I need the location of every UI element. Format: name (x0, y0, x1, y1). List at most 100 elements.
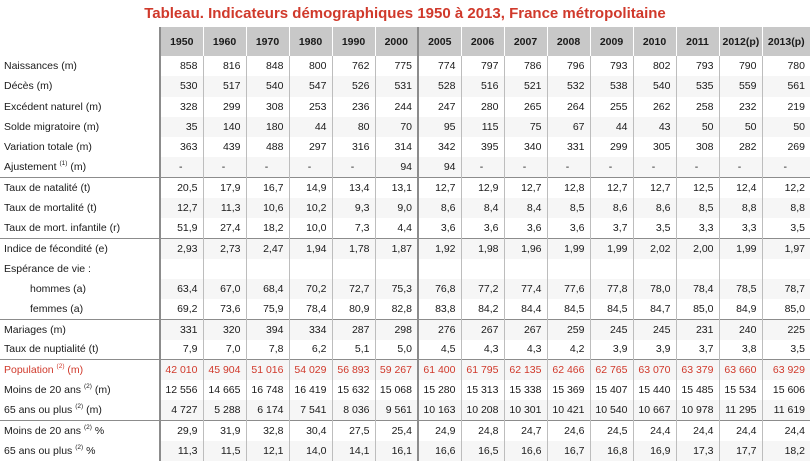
row-label: hommes (a) (0, 279, 160, 299)
data-cell: 8 036 (331, 400, 375, 421)
data-cell: 15 068 (374, 380, 418, 401)
data-cell: 5,1 (331, 339, 375, 360)
column-header: 2007 (503, 27, 547, 56)
data-cell: 780 (761, 56, 810, 77)
data-cell: 3,9 (632, 339, 676, 360)
data-cell: 9 561 (374, 400, 418, 421)
table-row: Solde migratoire (m) 35 140 180 44 80 70 95 115 7… (0, 116, 810, 137)
table-row: Moins de 20 ans (2) (m) 12 556 14 665 16 74… (0, 380, 810, 401)
data-cell: 793 (589, 56, 633, 77)
data-cell: 1,96 (503, 237, 547, 259)
data-cell: 7 541 (288, 400, 332, 421)
data-cell: - (546, 157, 590, 178)
data-cell (202, 258, 246, 279)
table-row: 65 ans ou plus (2) % 11,3 11,5 12,1 14,0 14,1… (0, 440, 810, 461)
data-cell: 24,7 (503, 419, 547, 441)
data-cell: 30,4 (288, 419, 332, 441)
data-cell: 4 727 (159, 400, 203, 421)
data-cell: 12,7 (632, 176, 676, 198)
data-cell: 63 379 (675, 359, 719, 380)
column-header: 2012(p) (718, 27, 762, 56)
data-cell: 802 (632, 56, 676, 77)
row-label-text: femmes (a) (30, 302, 84, 315)
data-cell: 63,4 (159, 278, 203, 299)
data-cell: 4,4 (374, 218, 418, 239)
data-cell: 15 534 (718, 380, 762, 401)
table-row: hommes (a) 63,4 67,0 68,4 70,2 72,7 75,3 76,8 77… (0, 278, 810, 299)
data-cell: 340 (503, 137, 547, 158)
data-cell: 334 (288, 318, 332, 340)
data-cell: 253 (288, 96, 332, 117)
data-cell: 76,8 (417, 278, 461, 299)
data-cell: 11,3 (202, 197, 246, 218)
data-cell: 94 (417, 157, 461, 178)
data-cell: 50 (675, 116, 719, 137)
data-cell: 24,4 (632, 419, 676, 441)
footnote-marker: (2) (75, 443, 84, 451)
data-cell: 83,8 (417, 299, 461, 320)
data-cell: 1,99 (546, 237, 590, 259)
data-cell: 4,2 (546, 339, 590, 360)
table-row: Ajustement (1) (m) - - - - -94 94- - - - - - - - (0, 157, 810, 178)
data-cell: 3,5 (761, 218, 810, 239)
data-cell: 540 (245, 76, 289, 97)
data-cell: 12,1 (245, 440, 289, 461)
data-cell (675, 258, 719, 279)
data-cell: 7,3 (331, 218, 375, 239)
data-cell: 7,8 (245, 339, 289, 360)
data-cell: 276 (417, 318, 461, 340)
data-cell: 27,4 (202, 218, 246, 239)
data-cell: 8,8 (761, 197, 810, 218)
data-cell: 11 295 (718, 400, 762, 421)
data-cell: 24,4 (761, 419, 810, 441)
data-cell (245, 258, 289, 279)
data-cell: 32,8 (245, 419, 289, 441)
row-unit: (m) (67, 161, 87, 174)
data-cell: 5 288 (202, 400, 246, 421)
data-cell: 538 (589, 76, 633, 97)
row-label: Excédent naturel (m) (0, 97, 160, 117)
data-cell (159, 258, 203, 279)
row-label-text: Population (4, 364, 54, 377)
data-cell: 75,9 (245, 299, 289, 320)
data-cell: 16,1 (374, 440, 418, 461)
table-row: Excédent naturel (m) 328 299 308 253 236 244 24… (0, 96, 810, 117)
data-cell: 14 665 (202, 380, 246, 401)
data-cell: 24,4 (718, 419, 762, 441)
data-cell: 3,6 (546, 218, 590, 239)
data-cell: 84,4 (503, 299, 547, 320)
data-cell: 790 (718, 56, 762, 77)
data-cell: 10 540 (589, 400, 633, 421)
data-cell: 15 313 (460, 380, 504, 401)
data-cell: 269 (761, 137, 810, 158)
data-cell: 14,0 (288, 440, 332, 461)
data-cell: 7,9 (159, 339, 203, 360)
data-cell: 24,8 (460, 419, 504, 441)
data-cell: 12,7 (159, 197, 203, 218)
data-cell: 3,6 (503, 218, 547, 239)
data-cell: 12,7 (417, 176, 461, 198)
data-cell: 12,8 (546, 176, 590, 198)
row-label: Moins de 20 ans (2) (m) (0, 380, 160, 400)
data-cell: - (589, 157, 633, 178)
column-header: 2005 (417, 27, 461, 56)
data-cell: 61 400 (417, 359, 461, 380)
data-cell: 67,0 (202, 278, 246, 299)
column-header: 1950 (159, 27, 203, 56)
data-cell: 14,9 (288, 176, 332, 198)
data-cell: 3,5 (632, 218, 676, 239)
data-cell: 51 016 (245, 359, 289, 380)
data-cell: 43 (632, 116, 676, 137)
data-cell: 8,6 (417, 197, 461, 218)
table-title: Tableau. Indicateurs démographiques 1950… (144, 5, 666, 22)
data-cell: 6 174 (245, 400, 289, 421)
data-cell: 363 (159, 137, 203, 158)
header-corner (0, 27, 160, 56)
row-label-text: Naissances (m) (4, 60, 77, 73)
data-cell: 775 (374, 56, 418, 77)
data-cell (632, 258, 676, 279)
data-cell: 42 010 (159, 359, 203, 380)
data-cell: 15 369 (546, 380, 590, 401)
data-cell: 84,5 (546, 299, 590, 320)
data-cell: 77,2 (460, 278, 504, 299)
